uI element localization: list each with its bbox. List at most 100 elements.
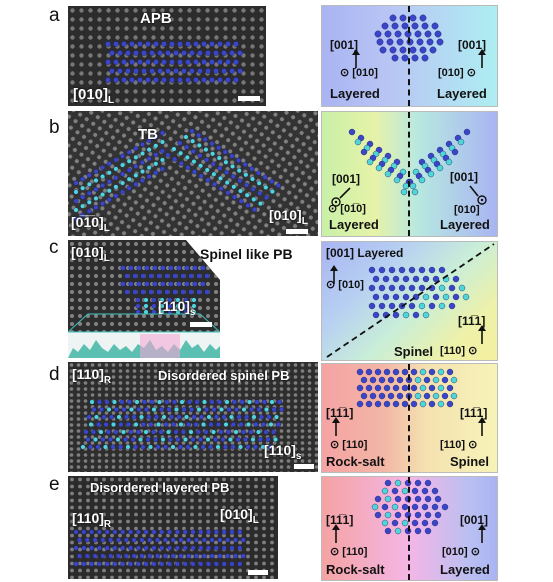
overlay-atom	[133, 181, 139, 187]
overlay-atom	[146, 138, 152, 144]
overlay-atom	[178, 160, 184, 166]
overlay-atom	[135, 303, 141, 309]
schematic-atom	[414, 495, 422, 503]
overlay-atom	[123, 553, 129, 559]
schematic-atoms-d	[332, 368, 486, 436]
overlay-atom	[172, 289, 178, 295]
overlay-atom	[86, 199, 92, 205]
overlay-atom	[124, 273, 130, 279]
schematic-atom	[437, 384, 445, 392]
overlay-atom	[203, 147, 209, 153]
overlay-atom	[273, 414, 279, 420]
schematic-atom	[398, 266, 406, 274]
schematic-atom	[392, 400, 400, 408]
overlay-atom	[170, 422, 176, 428]
overlay-atom	[153, 161, 159, 167]
schematic-atom	[428, 266, 436, 274]
schematic-atom	[438, 284, 446, 292]
overlay-atom	[175, 303, 181, 309]
schematic-atom	[421, 22, 429, 30]
overlay-atom	[195, 429, 201, 435]
schematic-atom	[446, 400, 454, 408]
overlay-atom	[145, 77, 151, 83]
overlay-atom	[172, 273, 178, 279]
panel-label-b: b	[49, 117, 60, 138]
overlay-atom	[180, 429, 186, 435]
overlay-atom	[192, 169, 198, 175]
overlay-atom	[231, 184, 237, 190]
overlay-atom	[196, 142, 202, 148]
schematic-atom	[387, 376, 395, 384]
phase-label-c-bottom: Spinel	[394, 344, 434, 359]
schematic-atom	[450, 392, 458, 400]
overlay-atom	[245, 202, 251, 208]
schematic-atom	[356, 384, 364, 392]
schematic-atom	[378, 302, 386, 310]
stem-axis-c: [010]L	[71, 244, 110, 264]
boundary-line-a	[408, 6, 410, 106]
overlay-atom	[100, 201, 106, 207]
overlay-atom	[238, 198, 244, 204]
stem-title-b: TB	[138, 126, 158, 143]
overlay-atom	[133, 50, 139, 56]
overlay-atom	[109, 414, 115, 420]
boundary-line-d	[408, 364, 410, 472]
overlay-atom	[179, 399, 185, 405]
overlay-atom	[105, 41, 111, 47]
overlay-atom	[186, 399, 192, 405]
overlay-atom	[143, 561, 149, 567]
overlay-atom	[260, 422, 266, 428]
overlay-atom	[263, 429, 269, 435]
overlay-atom	[159, 529, 165, 535]
overlay-atom	[157, 50, 163, 56]
schematic-atom	[394, 479, 402, 487]
schematic-atom	[384, 170, 392, 178]
schematic-atom	[360, 376, 368, 384]
overlay-atom	[146, 174, 152, 180]
overlay-atom	[152, 265, 158, 271]
overlay-atom	[213, 50, 219, 56]
overlay-atom	[228, 414, 234, 420]
overlay-atom	[217, 165, 223, 171]
schematic-atom	[421, 487, 429, 495]
overlay-atom	[100, 174, 106, 180]
overlay-atom	[129, 407, 135, 413]
overlay-atom	[229, 153, 235, 159]
overlay-atom	[276, 399, 282, 405]
schematic-atom	[409, 14, 417, 22]
schematic-atom	[419, 384, 427, 392]
overlay-atom	[117, 68, 123, 74]
schematic-atom	[457, 138, 465, 146]
schematic-atom	[434, 30, 442, 38]
overlay-atom	[176, 414, 182, 420]
overlay-atom	[198, 561, 204, 567]
overlay-atom	[180, 289, 186, 295]
overlay-atom	[147, 553, 153, 559]
overlay-atom	[229, 545, 235, 551]
overlay-atom	[100, 183, 106, 189]
overlay-atom	[73, 561, 79, 567]
overlay-atom	[139, 169, 145, 175]
overlay-atom	[131, 553, 137, 559]
overlay-atom	[139, 142, 145, 148]
overlay-atom	[118, 444, 124, 450]
stem-axis-a: [010]L	[73, 86, 115, 106]
dir-label-c-top: [001] Layered	[326, 246, 404, 260]
overlay-atom	[249, 176, 255, 182]
schematic-atom	[419, 46, 427, 54]
schematic-atom	[432, 376, 440, 384]
schematic-atom	[408, 302, 416, 310]
overlay-atom	[153, 134, 159, 140]
overlay-atom	[190, 148, 196, 154]
overlay-atom	[216, 155, 222, 161]
schematic-atom	[381, 519, 389, 527]
overlay-atom	[251, 207, 257, 213]
overlay-atom	[119, 399, 125, 405]
overlay-atom	[135, 429, 141, 435]
schematic-atom	[384, 527, 392, 535]
schematic-atom	[365, 400, 373, 408]
overlay-atom	[126, 422, 132, 428]
schematic-atom	[372, 275, 380, 283]
overlay-atom	[218, 175, 224, 181]
phase-label-d-left: Rock-salt	[326, 454, 385, 469]
